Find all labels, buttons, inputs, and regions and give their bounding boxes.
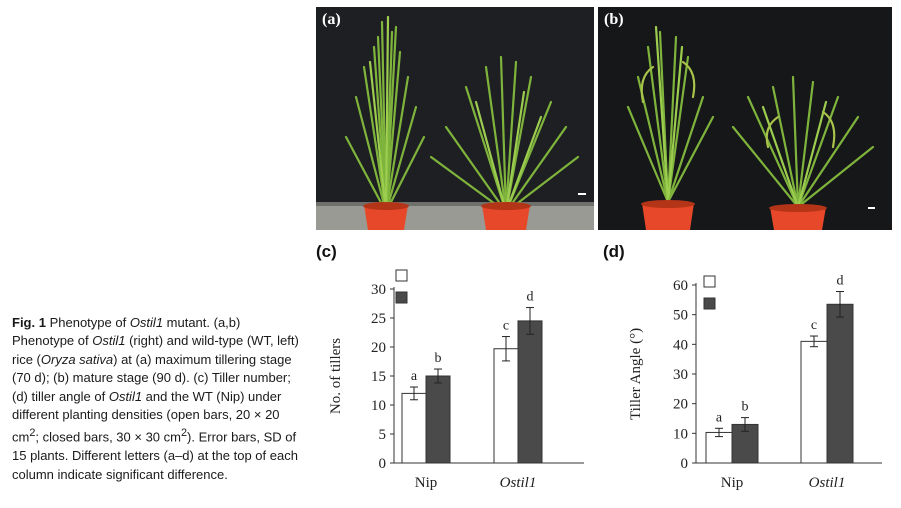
chart-d: 0 10 20 30 40 50 60 Tiller Angle (°) a b Nip c d Osti… — [598, 262, 892, 507]
y-tick-label: 0 — [379, 456, 387, 472]
x-category-label: Ostil1 — [809, 475, 846, 491]
significance-letter: a — [716, 410, 723, 425]
y-tick-label: 50 — [673, 308, 688, 324]
y-tick-label: 20 — [673, 397, 688, 413]
caption-gene: Ostil1 — [129, 315, 164, 330]
caption-superscript: 2 — [29, 427, 36, 440]
caption-text: Phenotype of — [49, 315, 130, 330]
photo-a-image — [316, 7, 594, 230]
bar — [800, 340, 828, 464]
y-tick-label: 15 — [371, 369, 386, 385]
y-tick-label: 40 — [673, 337, 688, 353]
caption-text: and the WT (Nip) under different plantin… — [12, 388, 282, 445]
y-tick-label: 5 — [379, 427, 387, 443]
significance-letter: a — [411, 369, 418, 384]
y-axis-label: No. of tillers — [328, 338, 344, 414]
caption-gene: Ostil1 — [92, 333, 126, 349]
significance-letter: c — [503, 319, 509, 334]
caption-gene: Ostil1 — [108, 388, 143, 404]
chart-c: 0 5 10 15 20 25 30 No. of tillers a b Nip c d Ostil1 — [316, 262, 594, 507]
significance-letter: d — [527, 290, 534, 305]
y-tick-label: 10 — [673, 426, 688, 442]
bar — [493, 348, 519, 464]
legend-open-square — [703, 275, 716, 288]
x-category-label: Nip — [415, 475, 438, 491]
y-tick-label: 30 — [673, 367, 688, 383]
y-axis-label: Tiller Angle (°) — [628, 328, 644, 420]
caption-species: Oryza sativa — [40, 351, 114, 367]
bar — [425, 375, 451, 464]
legend-closed-square — [703, 297, 716, 310]
x-category-label: Ostil1 — [500, 475, 537, 491]
y-tick-label: 0 — [681, 456, 689, 472]
y-tick-label: 10 — [371, 398, 386, 414]
panel-label-a: (a) — [322, 11, 341, 28]
bar — [517, 320, 543, 464]
legend-closed-square — [395, 291, 408, 304]
significance-letter: c — [811, 318, 817, 333]
significance-letter: b — [742, 400, 749, 415]
tiller-number-chart: 0 5 10 15 20 25 30 No. of tillers a b Nip c d Ostil1 — [328, 269, 584, 491]
caption-text: (right) and wild-type (WT, left) rice ( — [12, 333, 299, 367]
bar — [401, 392, 427, 464]
legend-open-square — [395, 269, 408, 282]
caption-text: ). Error bars, SD of 15 plants. Differen… — [12, 429, 298, 482]
panel-label-d: (d) — [603, 242, 625, 261]
caption-text: ) at (a) maximum tillering stage (70 d);… — [12, 351, 292, 404]
panel-label-c: (c) — [316, 242, 337, 261]
photo-panel-a: (a) — [316, 7, 594, 230]
y-tick-label: 25 — [371, 311, 386, 327]
caption-fig-label: Fig. 1 — [12, 315, 46, 330]
photo-b-image — [598, 7, 892, 230]
caption-text: mutant. (a,b) Phenotype of — [12, 315, 241, 349]
bar — [826, 303, 854, 464]
x-category-label: Nip — [721, 475, 744, 491]
panel-label-b: (b) — [604, 11, 624, 28]
photo-panel-b: (b) — [598, 7, 892, 230]
figure-caption: Fig. 1 Phenotype of Ostil1 mutant. (a,b)… — [12, 314, 302, 484]
y-tick-label: 30 — [371, 282, 386, 298]
significance-letter: d — [837, 274, 844, 289]
caption-superscript: 2 — [180, 427, 188, 440]
y-tick-label: 60 — [673, 278, 688, 294]
y-tick-label: 20 — [371, 340, 386, 356]
significance-letter: b — [435, 351, 442, 366]
caption-text: ; closed bars, 30 × 30 cm — [35, 429, 181, 445]
tiller-angle-chart: 0 10 20 30 40 50 60 Tiller Angle (°) a b Nip c d Osti… — [628, 274, 882, 491]
bar — [731, 423, 759, 464]
